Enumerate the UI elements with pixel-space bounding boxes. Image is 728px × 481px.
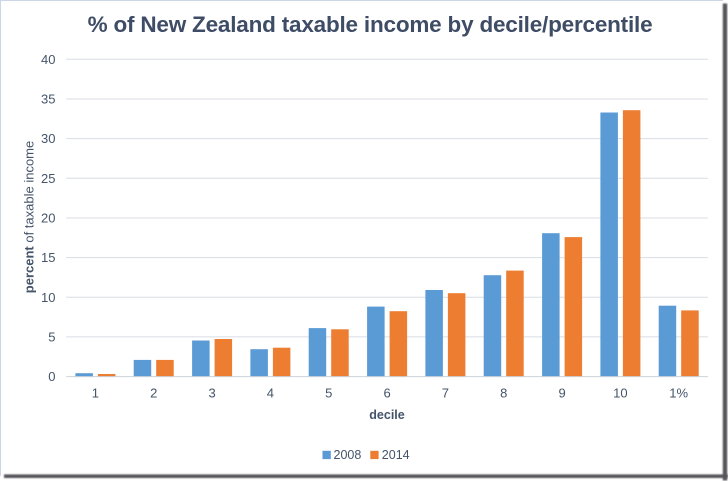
svg-text:7: 7: [442, 386, 449, 401]
svg-text:1: 1: [92, 386, 99, 401]
svg-text:percent of taxable income: percent of taxable income: [21, 141, 36, 293]
svg-text:9: 9: [558, 386, 565, 401]
svg-text:5: 5: [325, 386, 332, 401]
svg-text:35: 35: [41, 92, 55, 107]
svg-text:30: 30: [41, 131, 55, 146]
svg-text:40: 40: [41, 52, 55, 67]
svg-text:5: 5: [48, 330, 55, 345]
svg-text:25: 25: [41, 171, 55, 186]
svg-text:15: 15: [41, 250, 55, 265]
svg-text:1%: 1%: [669, 386, 688, 401]
svg-text:2014: 2014: [382, 448, 410, 462]
svg-text:% of New Zealand taxable incom: % of New Zealand taxable income by decil…: [88, 12, 653, 37]
svg-text:6: 6: [383, 386, 390, 401]
svg-text:decile: decile: [369, 408, 404, 422]
svg-text:0: 0: [48, 369, 55, 384]
svg-text:2: 2: [150, 386, 157, 401]
svg-text:4: 4: [267, 386, 274, 401]
svg-text:10: 10: [613, 386, 627, 401]
svg-text:3: 3: [208, 386, 215, 401]
svg-text:20: 20: [41, 211, 55, 226]
svg-text:2008: 2008: [334, 448, 362, 462]
svg-text:10: 10: [41, 290, 55, 305]
svg-text:8: 8: [500, 386, 507, 401]
